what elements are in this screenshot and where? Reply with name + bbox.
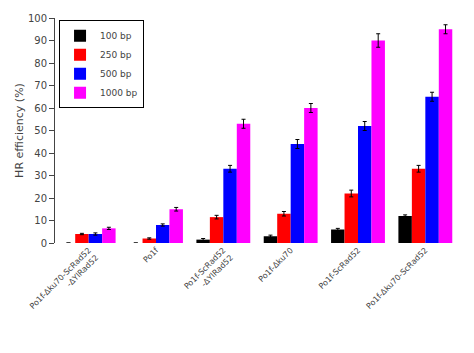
svg-text:Po1f-ScRad52-ΔYlRad52: Po1f-ScRad52-ΔYlRad52 (182, 246, 234, 298)
svg-text:60: 60 (34, 103, 47, 114)
svg-text:100 bp: 100 bp (100, 31, 132, 41)
svg-text:Po1f-Δku70-ScRad52-ΔYlRad52: Po1f-Δku70-ScRad52-ΔYlRad52 (28, 246, 100, 318)
svg-text:100: 100 (28, 13, 47, 24)
svg-text:Po1f-Δku70-ScRad52: Po1f-Δku70-ScRad52 (365, 246, 430, 311)
svg-text:30: 30 (34, 170, 47, 181)
svg-text:70: 70 (34, 80, 47, 91)
svg-text:Po1f: Po1f (142, 246, 161, 265)
svg-text:250 bp: 250 bp (100, 50, 132, 60)
svg-text:Po1f-Δku70: Po1f-Δku70 (257, 246, 295, 284)
svg-text:1000 bp: 1000 bp (100, 88, 137, 98)
svg-text:Po1f-ScRad52: Po1f-ScRad52 (317, 246, 362, 291)
svg-text:20: 20 (34, 193, 47, 204)
svg-text:80: 80 (34, 58, 47, 69)
svg-text:50: 50 (34, 125, 47, 136)
svg-text:HR efficiency (%): HR efficiency (%) (13, 83, 26, 178)
svg-text:500 bp: 500 bp (100, 69, 132, 79)
svg-text:90: 90 (34, 35, 47, 46)
svg-text:0: 0 (41, 238, 47, 249)
svg-text:10: 10 (34, 215, 47, 226)
svg-text:40: 40 (34, 148, 47, 159)
